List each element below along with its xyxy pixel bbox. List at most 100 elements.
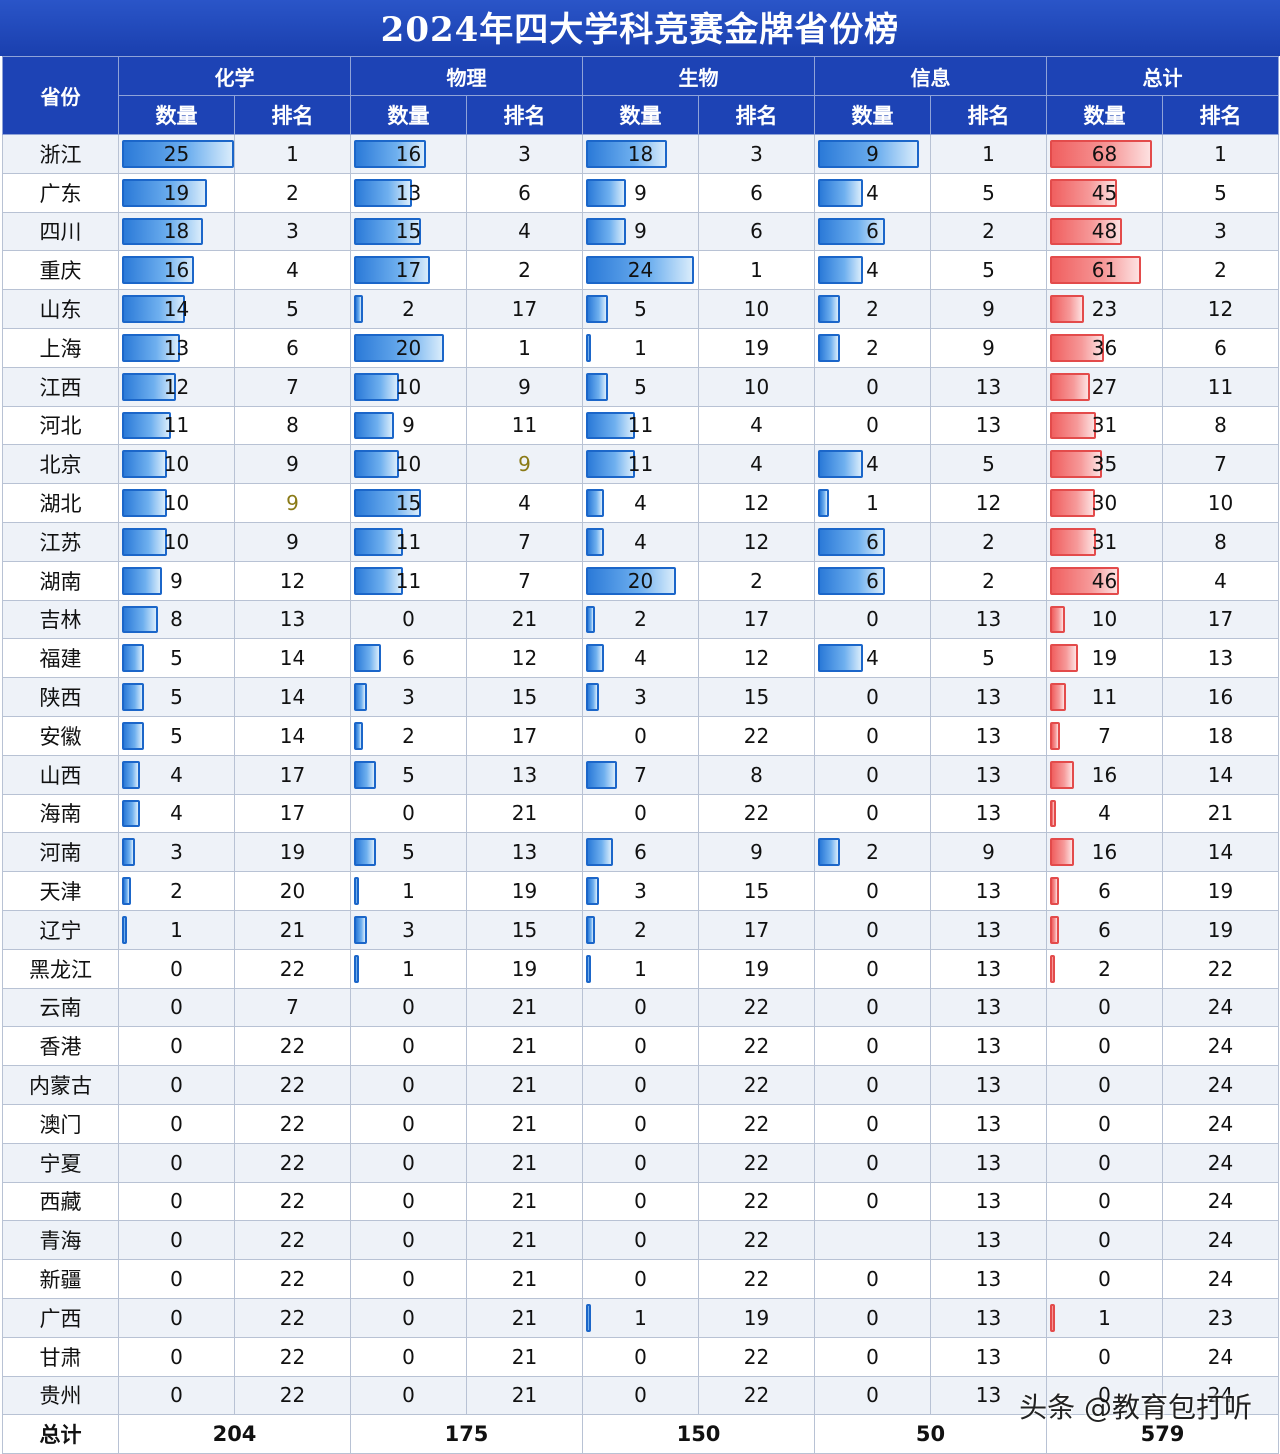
count-cell: 0 <box>815 949 931 988</box>
total-value: 50 <box>815 1415 1047 1454</box>
rank-value: 24 <box>1163 1104 1279 1143</box>
count-value: 0 <box>402 1189 415 1213</box>
count-cell: 1 <box>119 910 235 949</box>
count-value: 4 <box>1098 801 1111 825</box>
rank-value: 22 <box>699 1260 815 1299</box>
count-cell: 2 <box>815 833 931 872</box>
rank-value: 11 <box>467 406 583 445</box>
province-name: 甘肃 <box>3 1337 119 1376</box>
count-bar <box>122 838 135 866</box>
subheader-rank: 排名 <box>699 96 815 135</box>
medal-table: 省份 化学 物理 生物 信息 总计 数量排名数量排名数量排名数量排名数量排名 浙… <box>2 56 1279 1454</box>
count-value: 9 <box>634 181 647 205</box>
count-value: 0 <box>866 1073 879 1097</box>
rank-value: 14 <box>1163 755 1279 794</box>
rank-value: 2 <box>931 561 1047 600</box>
count-cell: 4 <box>1047 794 1163 833</box>
count-cell: 0 <box>583 1221 699 1260</box>
count-value: 20 <box>628 569 653 593</box>
count-value: 5 <box>170 685 183 709</box>
count-cell: 9 <box>583 212 699 251</box>
count-value: 0 <box>866 1267 879 1291</box>
rank-value: 13 <box>931 1104 1047 1143</box>
count-value: 2 <box>170 879 183 903</box>
count-value: 48 <box>1092 219 1117 243</box>
count-value: 11 <box>164 413 189 437</box>
count-cell: 0 <box>119 1182 235 1221</box>
count-bar <box>122 644 144 672</box>
count-value: 12 <box>164 375 189 399</box>
rank-value: 13 <box>235 600 351 639</box>
count-bar <box>586 334 591 362</box>
rank-value: 21 <box>467 1260 583 1299</box>
subheader-count: 数量 <box>119 96 235 135</box>
count-cell: 0 <box>583 1182 699 1221</box>
count-cell: 0 <box>1047 1260 1163 1299</box>
count-value: 1 <box>1098 1306 1111 1330</box>
rank-value: 10 <box>699 367 815 406</box>
count-value: 25 <box>164 142 189 166</box>
rank-value: 9 <box>235 445 351 484</box>
count-cell: 4 <box>815 445 931 484</box>
rank-value: 13 <box>931 872 1047 911</box>
rank-value: 16 <box>1163 678 1279 717</box>
count-value: 4 <box>866 646 879 670</box>
rank-value: 19 <box>467 872 583 911</box>
count-cell: 12 <box>119 367 235 406</box>
rank-value: 22 <box>235 1066 351 1105</box>
count-value: 0 <box>634 1073 647 1097</box>
count-value: 0 <box>866 1151 879 1175</box>
count-value: 0 <box>866 918 879 942</box>
count-cell: 9 <box>815 135 931 174</box>
rank-value: 21 <box>235 910 351 949</box>
count-value: 18 <box>164 219 189 243</box>
count-value: 0 <box>634 1189 647 1213</box>
count-bar <box>354 916 367 944</box>
count-value: 5 <box>170 646 183 670</box>
count-cell: 1 <box>351 949 467 988</box>
count-cell: 9 <box>583 173 699 212</box>
total-value: 204 <box>119 1415 351 1454</box>
rank-value: 17 <box>1163 600 1279 639</box>
rank-value: 17 <box>699 910 815 949</box>
count-cell: 0 <box>1047 1221 1163 1260</box>
rank-value: 6 <box>467 173 583 212</box>
count-bar <box>586 838 613 866</box>
count-bar <box>122 218 203 246</box>
count-value: 6 <box>866 530 879 554</box>
count-cell: 13 <box>119 328 235 367</box>
count-bar <box>1050 955 1055 983</box>
rank-value: 13 <box>931 1143 1047 1182</box>
rank-value: 13 <box>931 988 1047 1027</box>
count-value: 0 <box>402 1073 415 1097</box>
count-cell: 0 <box>815 755 931 794</box>
count-value: 6 <box>1098 918 1111 942</box>
count-cell: 19 <box>119 173 235 212</box>
rank-value: 13 <box>931 406 1047 445</box>
rank-value: 22 <box>699 1221 815 1260</box>
count-bar <box>818 644 863 672</box>
count-cell: 6 <box>815 212 931 251</box>
count-value: 0 <box>170 1228 183 1252</box>
count-value: 0 <box>866 1034 879 1058</box>
count-bar <box>122 683 144 711</box>
province-name: 辽宁 <box>3 910 119 949</box>
count-value: 2 <box>634 918 647 942</box>
count-cell: 6 <box>1047 872 1163 911</box>
rank-value: 7 <box>1163 445 1279 484</box>
count-bar <box>1050 644 1078 672</box>
count-value: 1 <box>634 1306 647 1330</box>
rank-value: 7 <box>235 367 351 406</box>
rank-value: 3 <box>467 135 583 174</box>
count-bar <box>586 1304 591 1332</box>
count-value: 0 <box>402 1345 415 1369</box>
rank-value: 2 <box>931 522 1047 561</box>
count-cell: 0 <box>815 1337 931 1376</box>
count-cell: 11 <box>119 406 235 445</box>
rank-value: 22 <box>235 1221 351 1260</box>
count-value: 4 <box>634 530 647 554</box>
